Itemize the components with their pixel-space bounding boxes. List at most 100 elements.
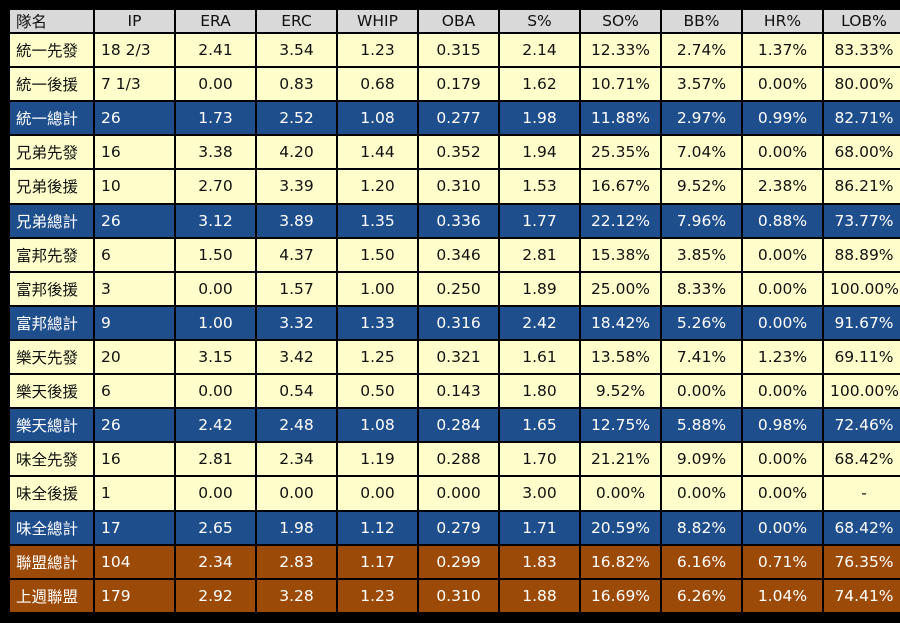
stat-cell: 7.04% xyxy=(662,136,741,169)
stat-cell: 83.33% xyxy=(824,34,900,67)
stat-cell: 0.279 xyxy=(419,511,498,544)
stat-cell: 68.42% xyxy=(824,511,900,544)
stat-cell: 26 xyxy=(95,204,174,237)
stat-cell: 26 xyxy=(95,102,174,135)
team-name-cell: 樂天後援 xyxy=(10,375,93,408)
stat-cell: 8.82% xyxy=(662,511,741,544)
column-header: BB% xyxy=(662,10,741,32)
stat-cell: 0.310 xyxy=(419,579,498,612)
stat-cell: 0.00% xyxy=(743,443,822,476)
stat-cell: 0.99% xyxy=(743,102,822,135)
stat-cell: 0.00 xyxy=(338,477,417,510)
stat-cell: 0.71% xyxy=(743,545,822,578)
stat-cell: 0.00 xyxy=(176,375,255,408)
stat-cell: 1.12 xyxy=(338,511,417,544)
stat-cell: 18.42% xyxy=(581,306,660,339)
stat-cell: 2.14 xyxy=(500,34,579,67)
stat-cell: 2.81 xyxy=(176,443,255,476)
stat-cell: 18 2/3 xyxy=(95,34,174,67)
stat-cell: 74.41% xyxy=(824,579,900,612)
stat-cell: 88.89% xyxy=(824,238,900,271)
stat-cell: 1.17 xyxy=(338,545,417,578)
table-row: 味全先發 16 2.81 2.34 1.19 0.288 1.70 21.21% 9.09% 0.… xyxy=(10,443,900,476)
stat-cell: 3.89 xyxy=(257,204,336,237)
stat-cell: 0.00% xyxy=(662,477,741,510)
stat-cell: 0.284 xyxy=(419,409,498,442)
stat-cell: 3.57% xyxy=(662,68,741,101)
stat-cell: 2.97% xyxy=(662,102,741,135)
stat-cell: 0.316 xyxy=(419,306,498,339)
stat-cell: 1.23% xyxy=(743,340,822,374)
team-name-cell: 上週聯盟 xyxy=(10,579,93,612)
stat-cell: 0.321 xyxy=(419,340,498,374)
stat-cell: 68.00% xyxy=(824,136,900,169)
stat-cell: 91.67% xyxy=(824,306,900,339)
stat-cell: 0.288 xyxy=(419,443,498,476)
stat-cell: 16.67% xyxy=(581,170,660,203)
table-row: 兄弟後援 10 2.70 3.39 1.20 0.310 1.53 16.67% 9.52% 2.… xyxy=(10,170,900,203)
table-row: 樂天後援 6 0.00 0.54 0.50 0.143 1.80 9.52% 0.00% 0.00… xyxy=(10,375,900,408)
table-row: 味全後援 1 0.00 0.00 0.00 0.000 3.00 0.00% 0.00% 0.00… xyxy=(10,477,900,510)
stat-cell: 179 xyxy=(95,579,174,612)
column-header: ERC xyxy=(257,10,336,32)
stat-cell: 3.15 xyxy=(176,340,255,374)
team-total-row: 味全總計 17 2.65 1.98 1.12 0.279 1.71 20.59% 8.82% 0.… xyxy=(10,511,900,544)
stat-cell: 0.00% xyxy=(743,238,822,271)
stat-cell: 3.28 xyxy=(257,579,336,612)
team-name-cell: 富邦總計 xyxy=(10,306,93,339)
stat-cell: 0.250 xyxy=(419,272,498,305)
stat-cell: 3.12 xyxy=(176,204,255,237)
stat-cell: 2.92 xyxy=(176,579,255,612)
stat-cell: 7 1/3 xyxy=(95,68,174,101)
stat-cell: 1.00 xyxy=(338,272,417,305)
stat-cell: 0.00 xyxy=(176,477,255,510)
header-row: 隊名 IP ERA ERC WHIP OBA S% SO% BB% HR% LOB% xyxy=(10,10,900,32)
stat-cell: 0.00% xyxy=(581,477,660,510)
stat-cell: 100.00% xyxy=(824,272,900,305)
stat-cell: 1.65 xyxy=(500,409,579,442)
stat-cell: 0.00% xyxy=(743,511,822,544)
stat-cell: 0.50 xyxy=(338,375,417,408)
team-name-cell: 樂天總計 xyxy=(10,409,93,442)
stat-cell: 0.310 xyxy=(419,170,498,203)
stat-cell: 1.62 xyxy=(500,68,579,101)
team-name-cell: 統一先發 xyxy=(10,34,93,67)
team-name-cell: 樂天先發 xyxy=(10,340,93,374)
stat-cell: 0.00 xyxy=(176,272,255,305)
stat-cell: 1.25 xyxy=(338,340,417,374)
team-name-cell: 富邦後援 xyxy=(10,272,93,305)
stat-cell: 2.65 xyxy=(176,511,255,544)
stat-cell: 3.39 xyxy=(257,170,336,203)
stat-cell: 2.81 xyxy=(500,238,579,271)
stat-cell: 2.42 xyxy=(176,409,255,442)
stat-cell: 0.352 xyxy=(419,136,498,169)
column-header: S% xyxy=(500,10,579,32)
stat-cell: 0.315 xyxy=(419,34,498,67)
stat-cell: 1 xyxy=(95,477,174,510)
stat-cell: 1.94 xyxy=(500,136,579,169)
stat-cell: 0.00% xyxy=(662,375,741,408)
stat-cell: 76.35% xyxy=(824,545,900,578)
stat-cell: 0.179 xyxy=(419,68,498,101)
stat-cell: 6 xyxy=(95,375,174,408)
stat-cell: 2.34 xyxy=(257,443,336,476)
table-row: 統一先發 18 2/3 2.41 3.54 1.23 0.315 2.14 12.33% 2.7… xyxy=(10,34,900,67)
stat-cell: 1.80 xyxy=(500,375,579,408)
stat-cell: 2.34 xyxy=(176,545,255,578)
stat-cell: 0.00% xyxy=(743,306,822,339)
stat-cell: 0.88% xyxy=(743,204,822,237)
team-total-row: 富邦總計 9 1.00 3.32 1.33 0.316 2.42 18.42% 5.26% 0.0… xyxy=(10,306,900,339)
stat-cell: 1.44 xyxy=(338,136,417,169)
stat-cell: 3 xyxy=(95,272,174,305)
column-header: OBA xyxy=(419,10,498,32)
stat-cell: 13.58% xyxy=(581,340,660,374)
stat-cell: 0.277 xyxy=(419,102,498,135)
stat-cell: 0.00 xyxy=(257,477,336,510)
stat-cell: 16 xyxy=(95,136,174,169)
stat-cell: 1.37% xyxy=(743,34,822,67)
stat-cell: 0.54 xyxy=(257,375,336,408)
stat-cell: 82.71% xyxy=(824,102,900,135)
stat-cell: 86.21% xyxy=(824,170,900,203)
stat-cell: 2.42 xyxy=(500,306,579,339)
